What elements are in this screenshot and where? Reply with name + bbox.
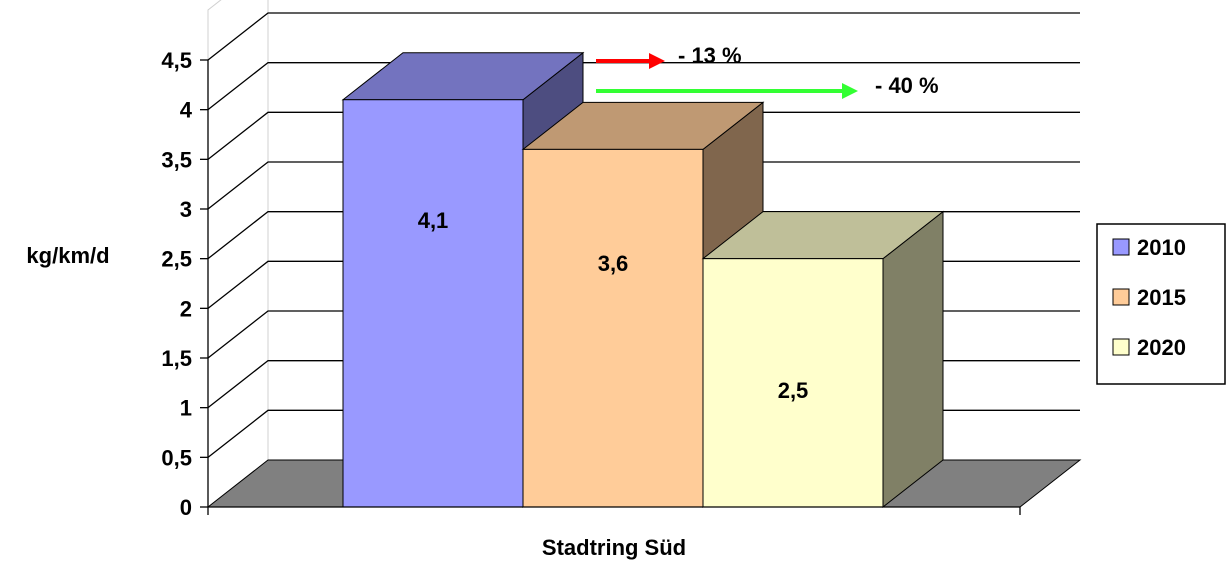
y-tick-label: 0,5 bbox=[161, 445, 192, 470]
bar-2020 bbox=[701, 210, 945, 509]
annotation-arrow bbox=[596, 83, 858, 99]
arrow-head bbox=[842, 83, 858, 99]
annotation-label: - 40 % bbox=[875, 73, 939, 98]
y-tick-label: 2,5 bbox=[161, 247, 192, 272]
data-label-2020: 2,5 bbox=[778, 378, 809, 403]
y-axis-title: kg/km/d bbox=[26, 243, 109, 268]
y-tick-label: 2 bbox=[180, 296, 192, 321]
y-tick-label: 0 bbox=[180, 495, 192, 520]
legend-swatch-2015 bbox=[1112, 288, 1130, 306]
gridline bbox=[207, 111, 1080, 160]
bar-side-2020 bbox=[882, 210, 944, 509]
bar-front-2010 bbox=[342, 99, 524, 508]
y-tick-label: 3,5 bbox=[161, 147, 192, 172]
data-label-2010: 4,1 bbox=[418, 208, 449, 233]
x-axis-title: Stadtring Süd bbox=[542, 535, 686, 560]
y-tick-label: 3 bbox=[180, 197, 192, 222]
y-tick-label: 4 bbox=[180, 98, 193, 123]
y-tick-label: 4,5 bbox=[161, 48, 192, 73]
annotation-label: - 13 % bbox=[678, 43, 742, 68]
data-label-2015: 3,6 bbox=[598, 251, 629, 276]
y-tick-label: 1 bbox=[180, 396, 192, 421]
legend-label-2020: 2020 bbox=[1137, 335, 1186, 360]
legend-label-2015: 2015 bbox=[1137, 285, 1186, 310]
y-tick-label: 1,5 bbox=[161, 346, 192, 371]
legend-label-2010: 2010 bbox=[1137, 235, 1186, 260]
legend-swatch-2020 bbox=[1112, 338, 1130, 356]
annotation-arrow bbox=[596, 53, 665, 69]
bar-front-2020 bbox=[702, 258, 884, 508]
gridline bbox=[207, 12, 1080, 61]
gridline bbox=[207, 161, 1080, 210]
arrow-head bbox=[649, 53, 665, 69]
legend-swatch-2010 bbox=[1112, 238, 1130, 256]
gridline bbox=[207, 62, 1080, 111]
bar-front-2015 bbox=[522, 148, 704, 508]
